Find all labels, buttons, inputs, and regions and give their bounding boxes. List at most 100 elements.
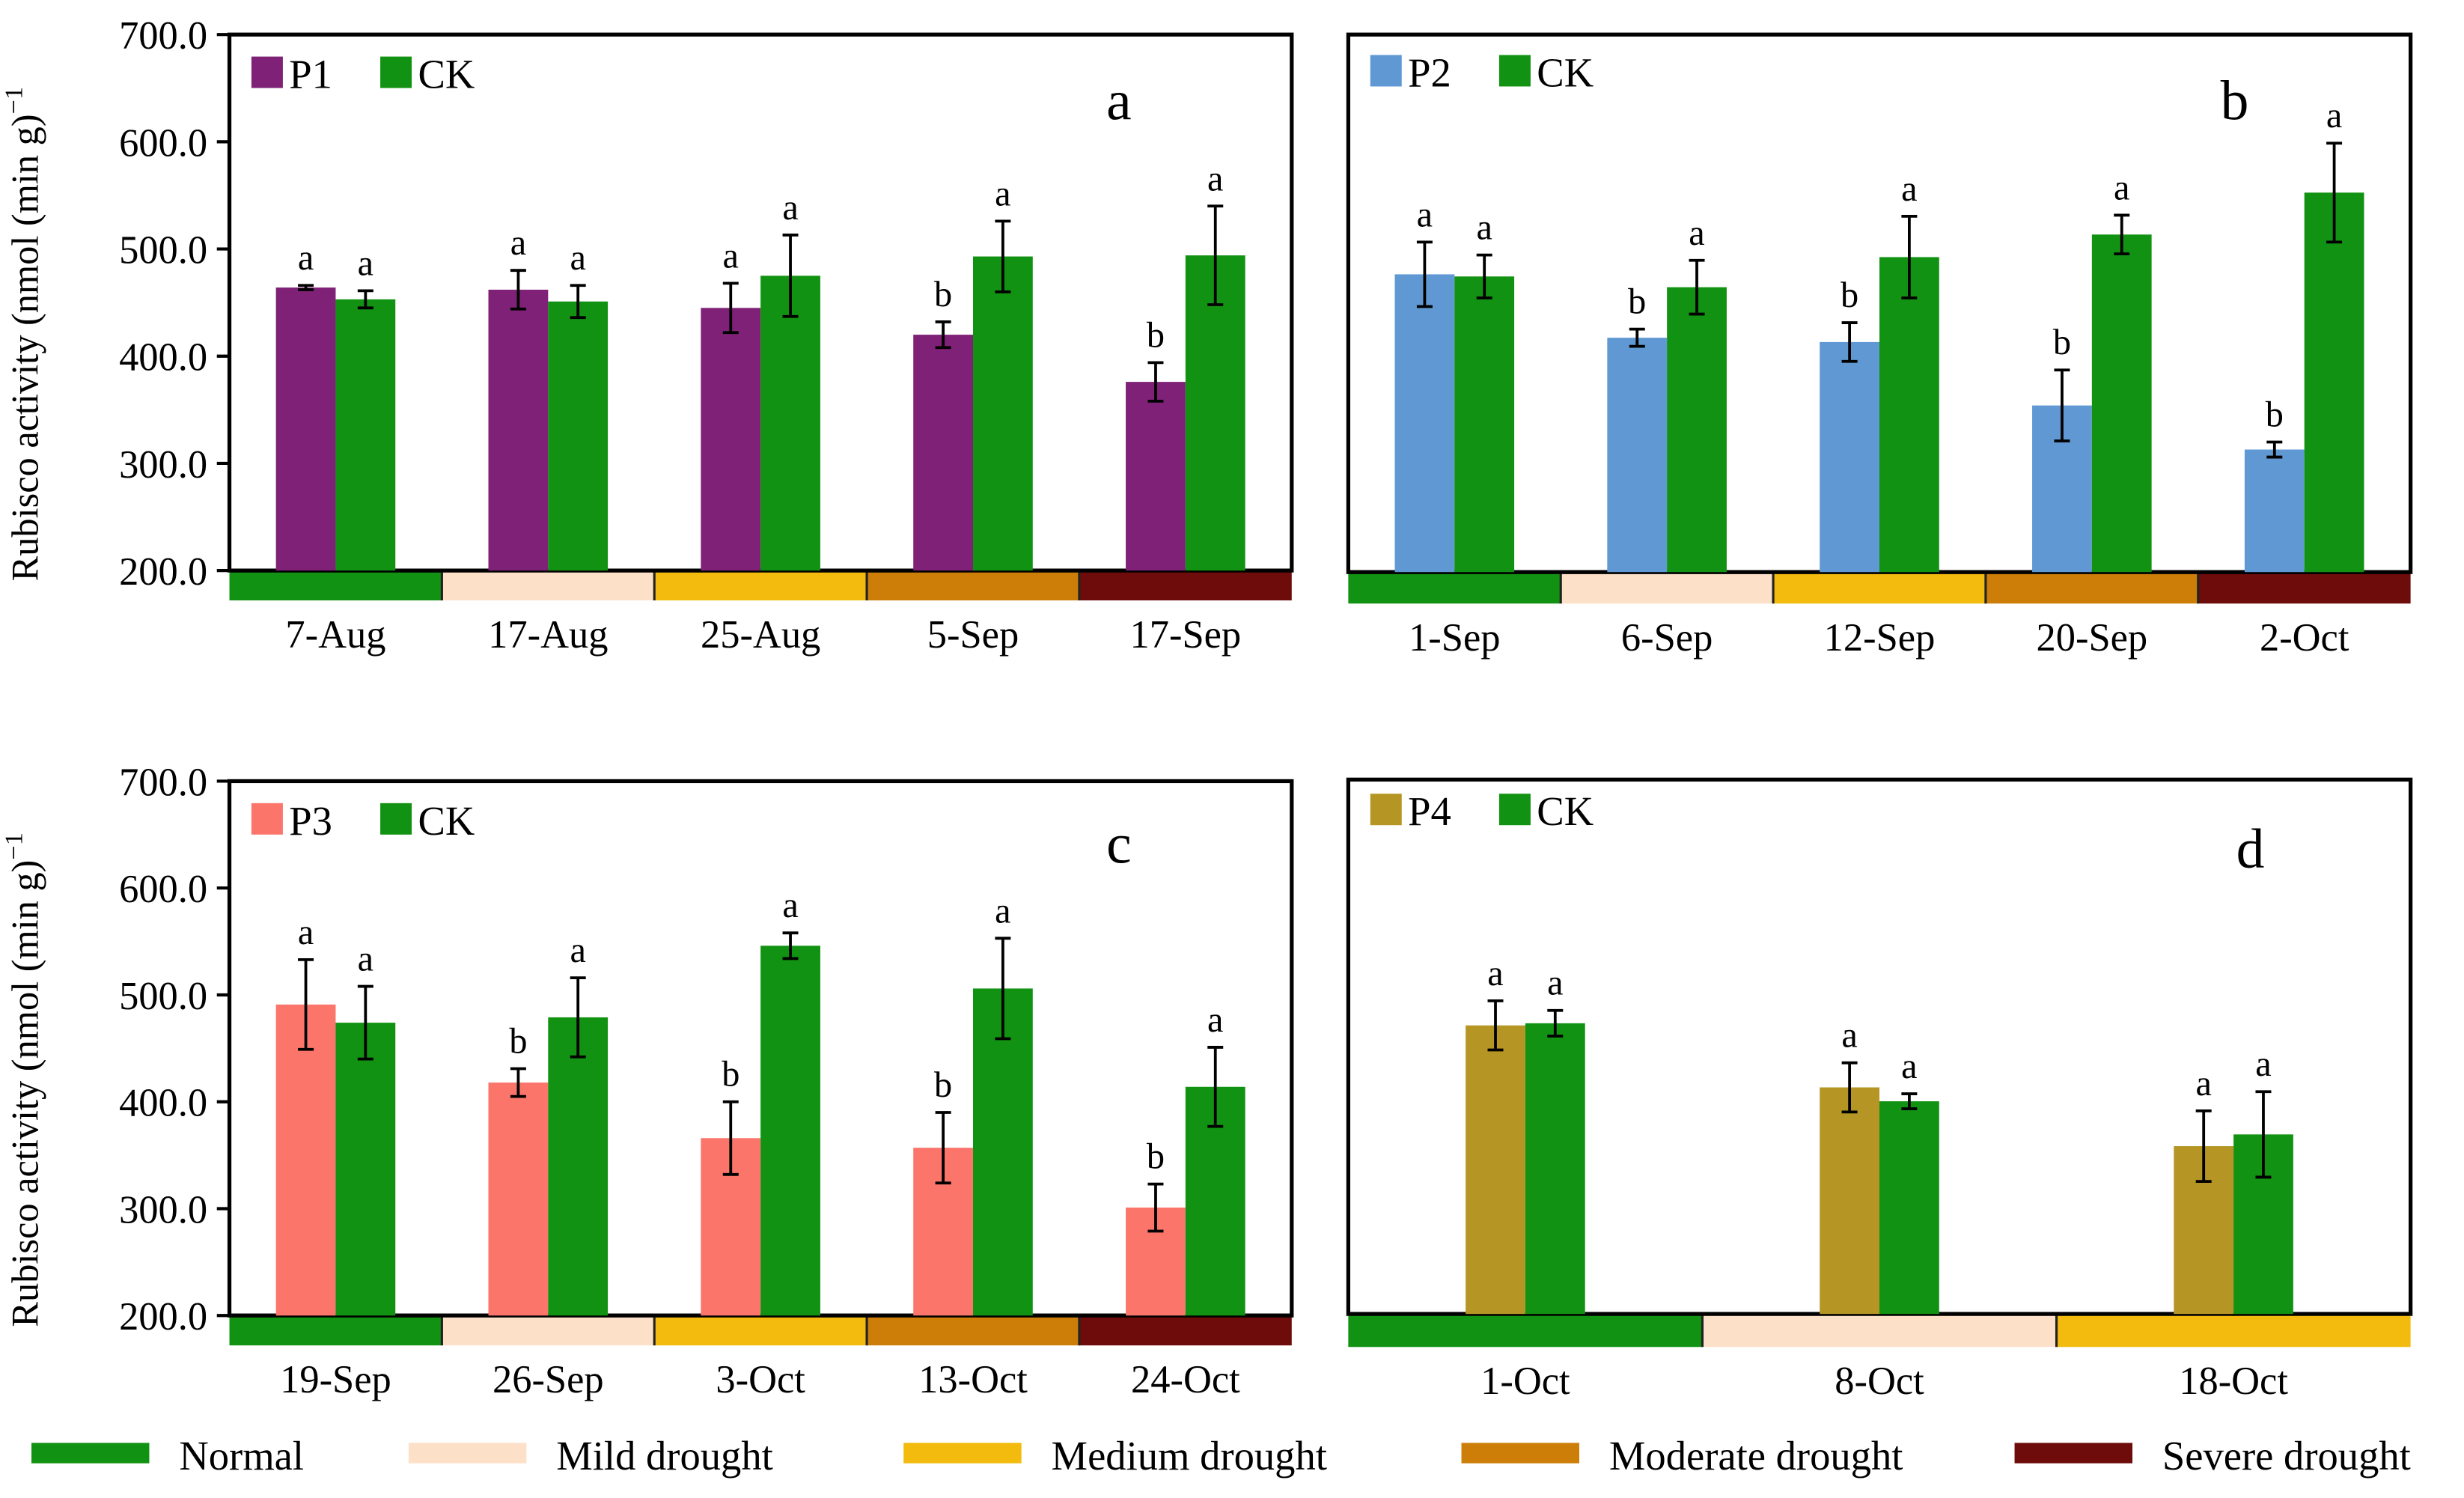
bar-p1-0 — [275, 287, 336, 571]
significance-letter: a — [358, 940, 373, 979]
y-tick-label: 200.0 — [119, 1295, 207, 1339]
significance-letter: a — [510, 223, 526, 263]
stage-band — [1348, 572, 2411, 604]
significance-letter: b — [1147, 315, 1165, 355]
y-tick-label: 500.0 — [119, 975, 207, 1018]
significance-letter: a — [995, 174, 1010, 213]
y-axis-title-sup: −1 — [0, 87, 28, 114]
bar-ck-2 — [1879, 257, 1939, 573]
panel-d: 1-Oct 8-Oct 18-Oct a a a a a a P4 CK d — [1346, 777, 2413, 1403]
series-legend: P2 CK — [1370, 49, 1594, 95]
legend-swatch-p2 — [1370, 55, 1402, 87]
x-tick-label: 5-Sep — [927, 613, 1019, 657]
stage-legend-label-4: Severe drought — [2162, 1433, 2411, 1479]
significance-letter: b — [1841, 275, 1858, 315]
stage-band — [229, 1315, 1292, 1346]
significance-letter: b — [2053, 323, 2071, 362]
x-tick-label: 1-Sep — [1409, 616, 1500, 660]
x-tick-label: 19-Sep — [280, 1358, 391, 1401]
significance-letter: b — [722, 1055, 739, 1094]
bar-p3-0 — [275, 1004, 336, 1316]
bar-ck-0 — [1454, 276, 1515, 573]
bars: a a a a a a — [1466, 954, 2293, 1315]
y-axis-title: Rubisco activity (nmol (min g)−1 — [0, 87, 46, 581]
y-tick-label: 200.0 — [119, 550, 207, 594]
bar-ck-3 — [973, 256, 1033, 571]
stage-band-1 — [1561, 572, 1774, 604]
stage-band-3 — [1985, 572, 2198, 604]
y-tick-label: 600.0 — [119, 868, 207, 911]
x-tick-label: 12-Sep — [1824, 616, 1936, 660]
stage-band-0 — [229, 1315, 442, 1346]
stage-band-4 — [2198, 572, 2411, 604]
stage-legend-label-3: Moderate drought — [1609, 1433, 1903, 1479]
x-tick-label: 13-Oct — [918, 1358, 1028, 1401]
significance-letter: a — [782, 886, 798, 925]
stage-band-0 — [229, 570, 442, 601]
bar-p2-4 — [2244, 449, 2305, 573]
significance-letter: b — [509, 1021, 527, 1061]
series-legend: P1 CK — [251, 52, 475, 97]
significance-letter: b — [1147, 1137, 1165, 1177]
stage-band-0 — [1348, 572, 1561, 604]
significance-letter: a — [1207, 1000, 1223, 1040]
y-tick-label: 600.0 — [119, 121, 207, 165]
significance-letter: a — [995, 891, 1010, 931]
panel-letter: a — [1106, 70, 1132, 133]
stage-band-1 — [442, 1315, 655, 1346]
legend-label-p4: P4 — [1408, 788, 1451, 834]
stage-legend-swatch-0 — [31, 1443, 150, 1464]
bar-p2-1 — [1607, 338, 1668, 573]
legend-swatch-p3 — [251, 803, 283, 835]
stage-legend-swatch-3 — [1461, 1443, 1579, 1464]
significance-letter: a — [723, 236, 739, 275]
legend-swatch-ck — [380, 803, 412, 835]
significance-letter: a — [298, 238, 314, 278]
legend-label-p1: P1 — [289, 52, 332, 97]
legend-swatch-ck — [1498, 55, 1531, 87]
x-tick-label: 3-Oct — [716, 1358, 805, 1401]
bar-ck-2 — [760, 275, 820, 571]
panel-a: 200.0 300.0 400.0 500.0 600.0 700.0 Rubisco ac… — [0, 14, 1294, 657]
bar-ck-3 — [973, 988, 1033, 1316]
x-tick-label: 1-Oct — [1480, 1360, 1570, 1403]
panel-b: 1-Sep 6-Sep 12-Sep 20-Sep 2-Oct a a b a b a b a b a P2 C… — [1346, 32, 2413, 660]
significance-letter: a — [298, 913, 314, 952]
panel-letter: c — [1106, 814, 1132, 876]
bar-ck-4 — [1185, 255, 1245, 571]
bar-p1-1 — [488, 289, 549, 571]
bar-ck-0 — [335, 299, 396, 571]
significance-letter: a — [570, 238, 585, 278]
stage-band-2 — [654, 1315, 867, 1346]
x-tick-label: 24-Oct — [1131, 1358, 1240, 1401]
bars: a a b a b a b a b a — [1394, 96, 2364, 573]
series-legend: P3 CK — [251, 798, 475, 844]
bars: a a a a a a b a b a — [275, 159, 1245, 571]
x-tick-label: 6-Sep — [1621, 616, 1713, 660]
legend-swatch-p4 — [1370, 794, 1402, 826]
stage-legend-swatch-2 — [903, 1443, 1022, 1464]
stage-band-4 — [1079, 570, 1292, 601]
significance-letter: a — [1417, 195, 1433, 234]
bar-ck-1 — [548, 1017, 609, 1316]
y-tick-label: 400.0 — [119, 336, 207, 380]
stage-band-0 — [1348, 1314, 1703, 1348]
stage-legend-swatch-1 — [408, 1443, 527, 1464]
y-tick-label: 300.0 — [119, 443, 207, 487]
legend-label-p2: P2 — [1408, 49, 1451, 95]
significance-letter: a — [1476, 208, 1492, 248]
stage-band-1 — [1702, 1314, 2057, 1348]
significance-letter: a — [570, 931, 585, 970]
stage-legend-label-0: Normal — [179, 1433, 304, 1479]
bar-p1-3 — [913, 335, 974, 571]
y-tick-label: 700.0 — [119, 14, 207, 58]
significance-letter: a — [1547, 963, 1563, 1003]
stage-band-2 — [1773, 572, 1986, 604]
series-legend: P4 CK — [1370, 788, 1594, 834]
drought-legend: Normal Mild drought Medium drought Moderate… — [31, 1433, 2411, 1479]
significance-letter: a — [1487, 954, 1503, 993]
bar-ck-0 — [1525, 1023, 1585, 1315]
significance-letter: a — [1841, 1016, 1857, 1056]
bar-p1-2 — [701, 308, 761, 571]
